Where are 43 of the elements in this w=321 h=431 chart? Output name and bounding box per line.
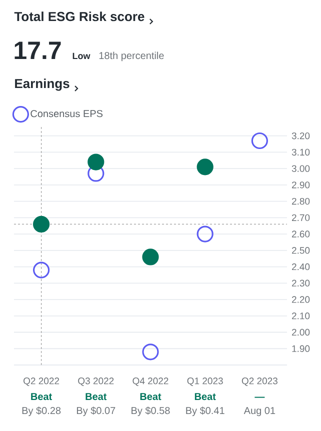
point (196, 158, 214, 176)
text: — (254, 396, 265, 398)
y-tick-label: 2.80 (292, 198, 310, 205)
x-tick-label: Q4 2022 (132, 378, 168, 386)
point (88, 154, 104, 170)
point (32, 262, 50, 278)
y-tick-label: 2.70 (292, 214, 310, 222)
text: Beat (31, 393, 52, 400)
y-tick-label: 2.60 (292, 230, 310, 238)
text: By $0.41 (186, 406, 224, 416)
text: Beat (140, 393, 162, 400)
chart-title: Total ESG Risk score (14, 12, 144, 22)
y-tick-label: 2.40 (292, 263, 310, 270)
text: 17.7 (14, 42, 61, 60)
point (196, 226, 214, 242)
y-tick-label: 2.50 (292, 247, 310, 254)
y-tick-label: 1.90 (292, 345, 310, 352)
point (142, 248, 159, 266)
text: By $0.28 (22, 406, 61, 416)
text: By $0.07 (76, 406, 116, 416)
y-tick-label: 2.00 (292, 328, 310, 336)
y-tick-label: 2.10 (292, 312, 310, 320)
text: By $0.58 (132, 406, 170, 416)
x-tick-label: Q2 2023 (242, 378, 278, 386)
point (142, 344, 159, 360)
point (251, 132, 268, 150)
y-tick-label: 2.90 (292, 182, 310, 188)
text: Low (72, 52, 90, 60)
text: Beat (194, 393, 216, 400)
text: 18th percentile (99, 52, 164, 62)
y-tick-label: 2.20 (292, 296, 310, 303)
x-tick-label: Q2 2022 (24, 378, 60, 386)
text: Beat (86, 393, 107, 400)
chart-subtitle: Earnings (15, 78, 70, 91)
text: Aug 01 (244, 407, 276, 416)
y-tick-label: 3.00 (292, 165, 310, 172)
legend-label: Consensus EPS (30, 110, 103, 118)
y-tick-label: 3.10 (292, 148, 310, 156)
y-tick-label: 2.30 (292, 280, 310, 287)
y-tick-label: 3.20 (292, 132, 310, 140)
point (32, 216, 50, 233)
x-tick-label: Q3 2022 (78, 378, 114, 386)
x-tick-label: Q1 2023 (187, 378, 223, 386)
